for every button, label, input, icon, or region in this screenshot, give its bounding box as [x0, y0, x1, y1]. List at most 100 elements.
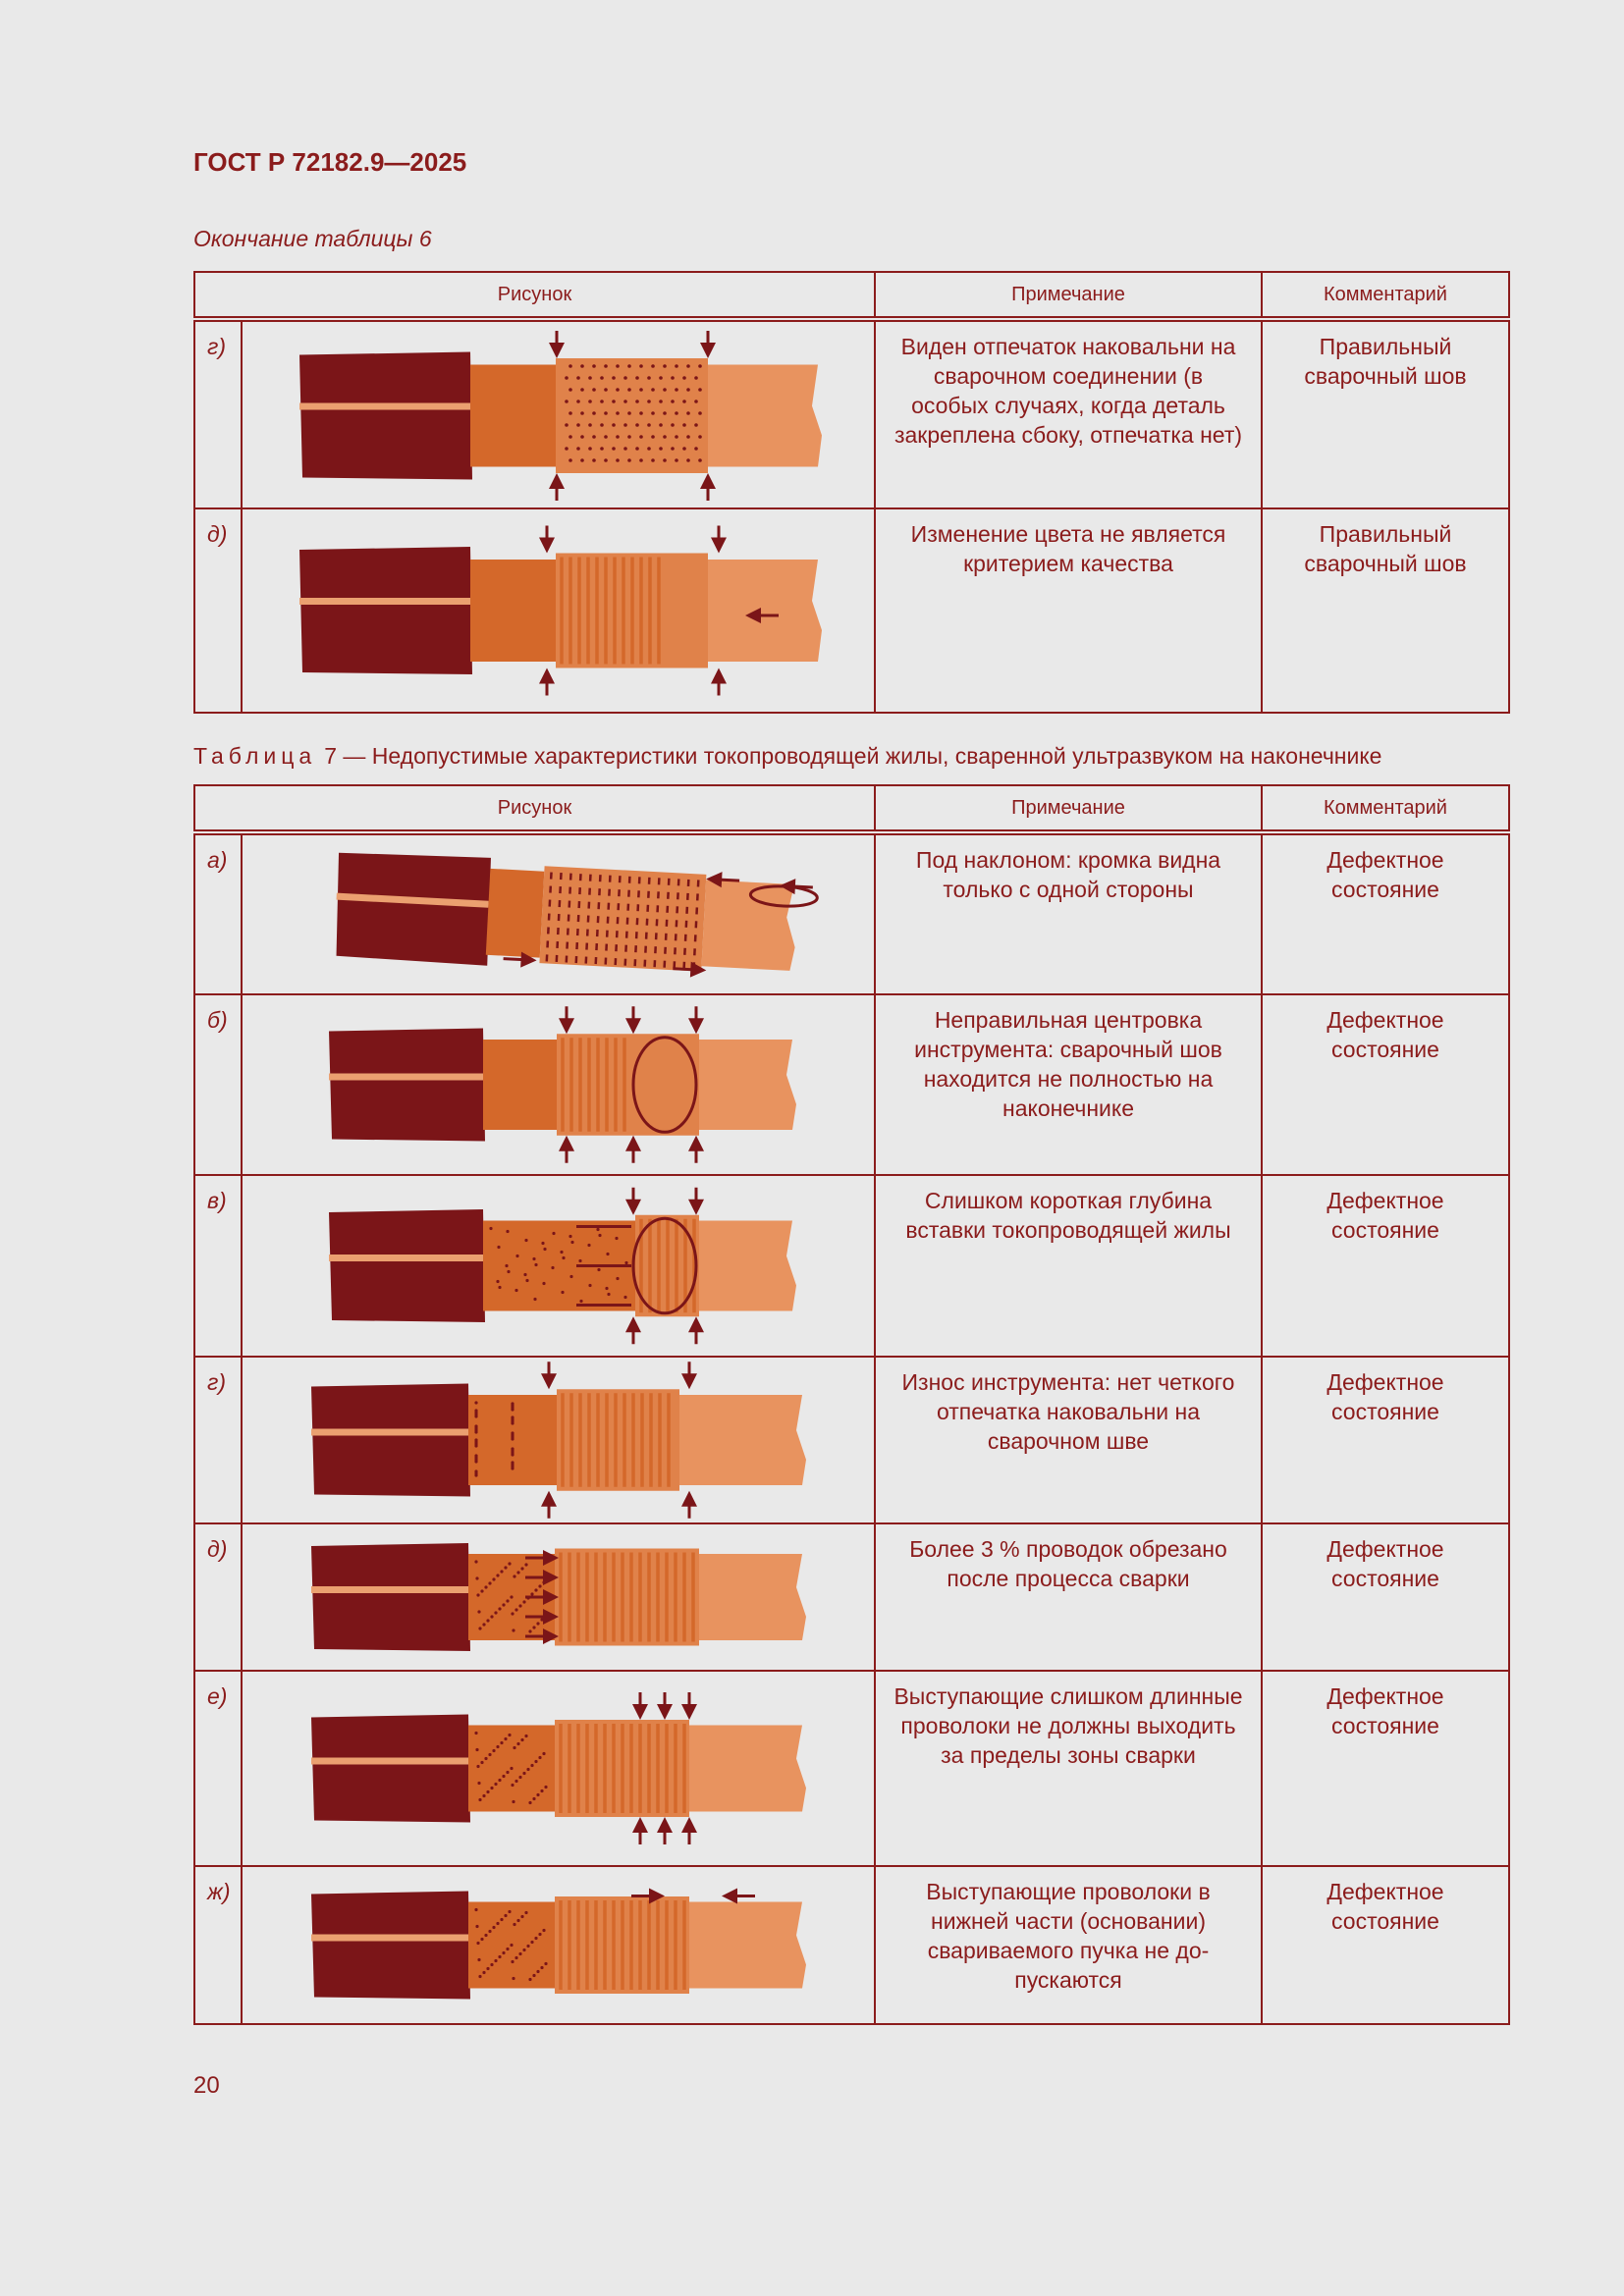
anvil-imprint [580, 435, 584, 439]
strand-speckle [616, 1276, 620, 1281]
comment: Дефектное состояние [1261, 1174, 1510, 1358]
anvil-imprint [604, 458, 608, 462]
strand-speckle [532, 1796, 536, 1801]
anvil-imprint [639, 458, 643, 462]
anvil-imprint [559, 873, 563, 881]
note: Под наклоном: кромка видна только с одно… [874, 831, 1263, 995]
strand-speckle [497, 1245, 501, 1250]
strand-speckle [506, 1770, 510, 1775]
anvil-imprint [588, 423, 592, 427]
table-row: ж) Выступающие проволоки в нижней части (… [193, 1865, 1510, 2025]
anvil-imprint [685, 906, 689, 914]
anvil-imprint [694, 423, 698, 427]
anvil-imprint [639, 435, 643, 439]
terminal-tip [708, 364, 822, 467]
anvil-imprint [663, 435, 667, 439]
cable-insulation [299, 351, 472, 480]
anvil-imprint [646, 904, 650, 912]
anvil-imprint [637, 890, 640, 898]
comment: Правильный сварочный шов [1261, 318, 1510, 509]
header-cell: Комментарий [1261, 271, 1510, 322]
cable-insulation [311, 1891, 470, 2000]
strand-speckle [534, 1588, 538, 1592]
strand-speckle [570, 1240, 574, 1245]
arrow-head [745, 608, 761, 623]
note: Виден отпечаток наковальни на сварочном … [874, 318, 1263, 509]
arrow-head [688, 1135, 704, 1151]
strand-speckle [562, 1255, 566, 1260]
anvil-imprint [694, 447, 698, 451]
strand-speckle [498, 1954, 502, 1959]
strand-speckle [540, 1618, 544, 1622]
anvil-imprint [585, 929, 589, 936]
anvil-imprint [623, 400, 627, 403]
strand-speckle [587, 1243, 591, 1248]
anvil-imprint [592, 364, 596, 368]
anvil-imprint [568, 435, 572, 439]
anvil-imprint [683, 947, 686, 955]
strand-speckle [522, 1600, 526, 1604]
anvil-imprint [651, 388, 655, 392]
anvil-imprint [568, 458, 572, 462]
arrow-head [559, 1018, 574, 1035]
strand-speckle [474, 1731, 478, 1735]
strand-speckle [514, 1288, 518, 1293]
anvil-imprint [623, 376, 627, 380]
terminal-tip [701, 880, 795, 971]
anvil-imprint [636, 904, 640, 912]
anvil-imprint [576, 400, 580, 403]
anvil-imprint [556, 940, 560, 949]
anvil-imprint [675, 388, 678, 392]
anvil-imprint [667, 891, 670, 899]
arrow-head [541, 1490, 557, 1507]
strand-speckle [474, 1409, 478, 1413]
strand-speckle [540, 1965, 544, 1970]
strand-speckle [477, 1610, 481, 1614]
arrow-head [700, 473, 716, 489]
anvil-imprint [576, 376, 580, 380]
anvil-imprint [588, 874, 592, 881]
strand-speckle [522, 1948, 526, 1952]
strand-speckle [520, 1737, 524, 1742]
illustration [329, 1187, 796, 1345]
strand-speckle [533, 1297, 537, 1302]
table: Рисунок Примечание Комментарий г) Виден отпе… [193, 271, 1510, 714]
weld-zone [557, 1034, 699, 1136]
arrow-head [543, 1629, 559, 1644]
strand-speckle [475, 1747, 479, 1752]
row-label: ж) [193, 1865, 243, 2025]
arrow-shaft [792, 884, 813, 889]
anvil-imprint [675, 435, 678, 439]
anvil-imprint [663, 364, 667, 368]
anvil-imprint [651, 458, 655, 462]
picture-cell [241, 507, 876, 714]
anvil-imprint [624, 944, 628, 952]
caption-label: Таблица [193, 743, 317, 769]
header-cell: Рисунок [193, 784, 876, 835]
anvil-imprint [604, 957, 608, 965]
anvil-imprint [594, 957, 598, 965]
strand-speckle [511, 1461, 514, 1465]
strand-speckle [496, 1744, 500, 1749]
anvil-imprint [683, 934, 687, 941]
strand-speckle [505, 1263, 509, 1268]
anvil-imprint [682, 447, 686, 451]
strand-speckle [579, 1299, 583, 1304]
strand-speckle [504, 1566, 508, 1570]
strand-speckle [492, 1577, 496, 1581]
anvil-imprint [618, 876, 622, 883]
anvil-imprint [663, 458, 667, 462]
anvil-imprint [698, 388, 702, 392]
strand-speckle [482, 1623, 486, 1627]
note: Износ инструмента: нет четкого отпечатка… [874, 1356, 1263, 1524]
picture-cell [241, 1522, 876, 1672]
anvil-imprint [686, 892, 689, 900]
anvil-imprint [627, 435, 631, 439]
anvil-imprint [616, 917, 620, 925]
strand-speckle [474, 1907, 478, 1912]
strand-speckle [480, 1937, 484, 1942]
anvil-imprint [627, 458, 631, 462]
anvil-imprint [696, 880, 700, 887]
anvil-imprint [694, 400, 698, 403]
cable-insulation [311, 1383, 470, 1497]
